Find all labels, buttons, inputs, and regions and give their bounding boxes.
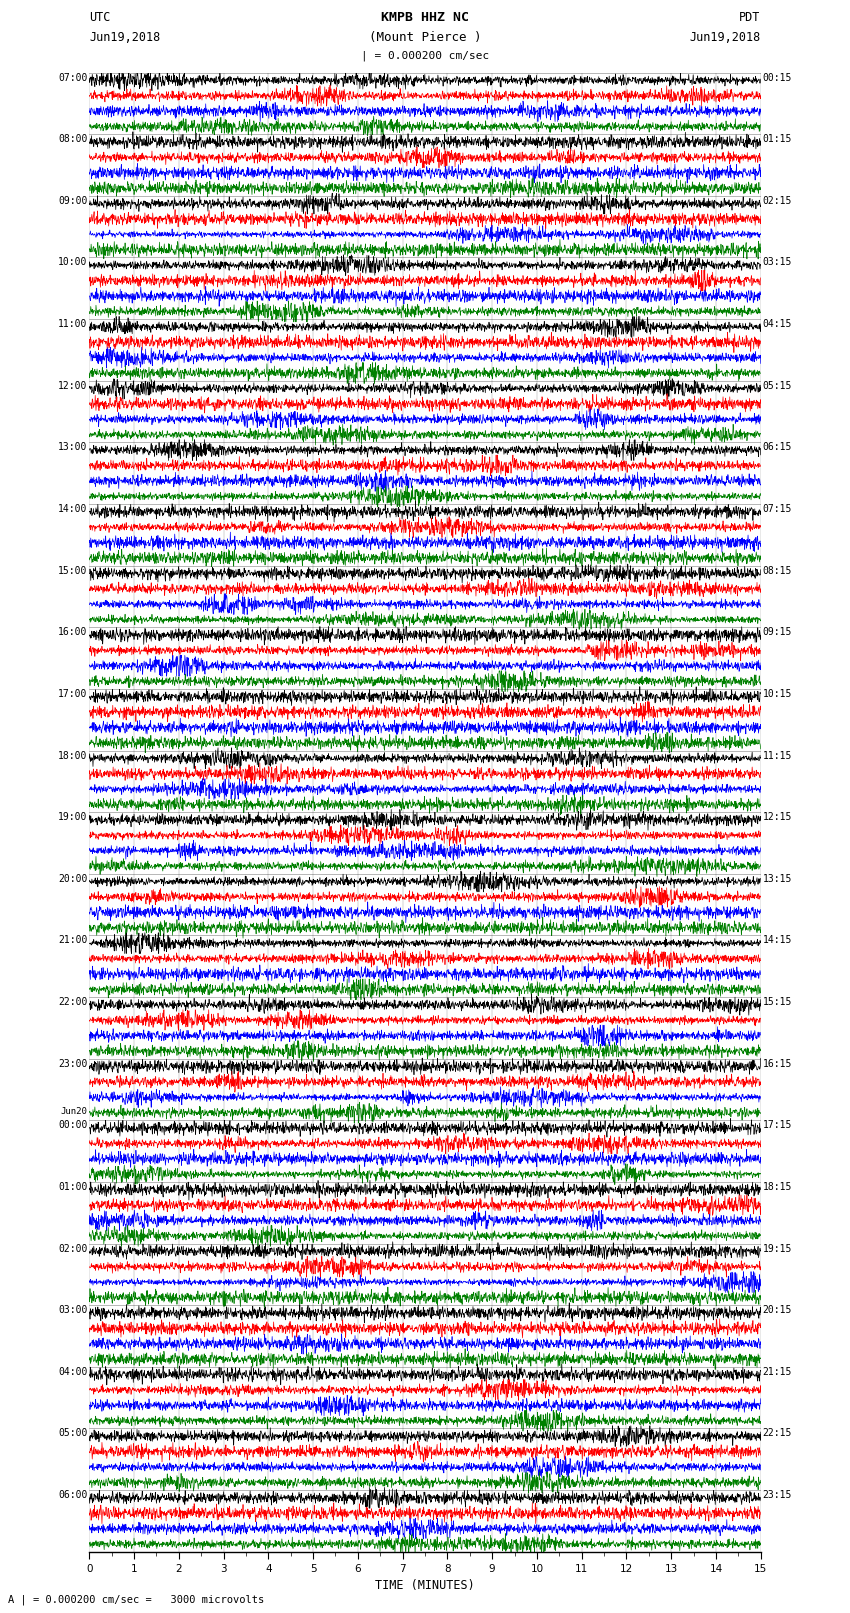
Text: 05:15: 05:15 <box>762 381 792 390</box>
Text: 16:00: 16:00 <box>58 627 88 637</box>
Text: 10:15: 10:15 <box>762 689 792 698</box>
Text: 20:15: 20:15 <box>762 1305 792 1315</box>
Text: PDT: PDT <box>740 11 761 24</box>
Text: 02:15: 02:15 <box>762 195 792 206</box>
Text: Jun20: Jun20 <box>60 1107 88 1116</box>
Text: 08:00: 08:00 <box>58 134 88 144</box>
Text: 23:00: 23:00 <box>58 1058 88 1069</box>
Text: 04:00: 04:00 <box>58 1366 88 1378</box>
Text: 01:15: 01:15 <box>762 134 792 144</box>
Text: 12:15: 12:15 <box>762 813 792 823</box>
Text: 11:15: 11:15 <box>762 750 792 760</box>
Text: 13:15: 13:15 <box>762 874 792 884</box>
Text: 00:15: 00:15 <box>762 73 792 82</box>
Text: 14:00: 14:00 <box>58 503 88 515</box>
Text: 05:00: 05:00 <box>58 1429 88 1439</box>
Text: 14:15: 14:15 <box>762 936 792 945</box>
Text: 11:00: 11:00 <box>58 319 88 329</box>
Text: 22:00: 22:00 <box>58 997 88 1007</box>
Text: 13:00: 13:00 <box>58 442 88 452</box>
Text: 15:15: 15:15 <box>762 997 792 1007</box>
Text: 19:15: 19:15 <box>762 1244 792 1253</box>
Text: 23:15: 23:15 <box>762 1490 792 1500</box>
Text: 16:15: 16:15 <box>762 1058 792 1069</box>
Text: (Mount Pierce ): (Mount Pierce ) <box>369 31 481 44</box>
Text: 07:00: 07:00 <box>58 73 88 82</box>
Text: 09:00: 09:00 <box>58 195 88 206</box>
Text: 18:15: 18:15 <box>762 1182 792 1192</box>
Text: UTC: UTC <box>89 11 110 24</box>
Text: 18:00: 18:00 <box>58 750 88 760</box>
Text: 17:15: 17:15 <box>762 1121 792 1131</box>
Text: 10:00: 10:00 <box>58 258 88 268</box>
Text: A | = 0.000200 cm/sec =   3000 microvolts: A | = 0.000200 cm/sec = 3000 microvolts <box>8 1594 264 1605</box>
Text: 03:15: 03:15 <box>762 258 792 268</box>
Text: 19:00: 19:00 <box>58 813 88 823</box>
Text: 21:15: 21:15 <box>762 1366 792 1378</box>
Text: 02:00: 02:00 <box>58 1244 88 1253</box>
Text: 01:00: 01:00 <box>58 1182 88 1192</box>
Text: 03:00: 03:00 <box>58 1305 88 1315</box>
Text: Jun19,2018: Jun19,2018 <box>689 31 761 44</box>
Text: 09:15: 09:15 <box>762 627 792 637</box>
Text: 22:15: 22:15 <box>762 1429 792 1439</box>
Text: 07:15: 07:15 <box>762 503 792 515</box>
Text: Jun19,2018: Jun19,2018 <box>89 31 161 44</box>
Text: 12:00: 12:00 <box>58 381 88 390</box>
Text: 21:00: 21:00 <box>58 936 88 945</box>
Text: KMPB HHZ NC: KMPB HHZ NC <box>381 11 469 24</box>
Text: 04:15: 04:15 <box>762 319 792 329</box>
Text: | = 0.000200 cm/sec: | = 0.000200 cm/sec <box>361 50 489 61</box>
Text: 06:00: 06:00 <box>58 1490 88 1500</box>
Text: 00:00: 00:00 <box>58 1121 88 1131</box>
Text: 06:15: 06:15 <box>762 442 792 452</box>
Text: 20:00: 20:00 <box>58 874 88 884</box>
Text: 15:00: 15:00 <box>58 566 88 576</box>
Text: 08:15: 08:15 <box>762 566 792 576</box>
X-axis label: TIME (MINUTES): TIME (MINUTES) <box>375 1579 475 1592</box>
Text: 17:00: 17:00 <box>58 689 88 698</box>
